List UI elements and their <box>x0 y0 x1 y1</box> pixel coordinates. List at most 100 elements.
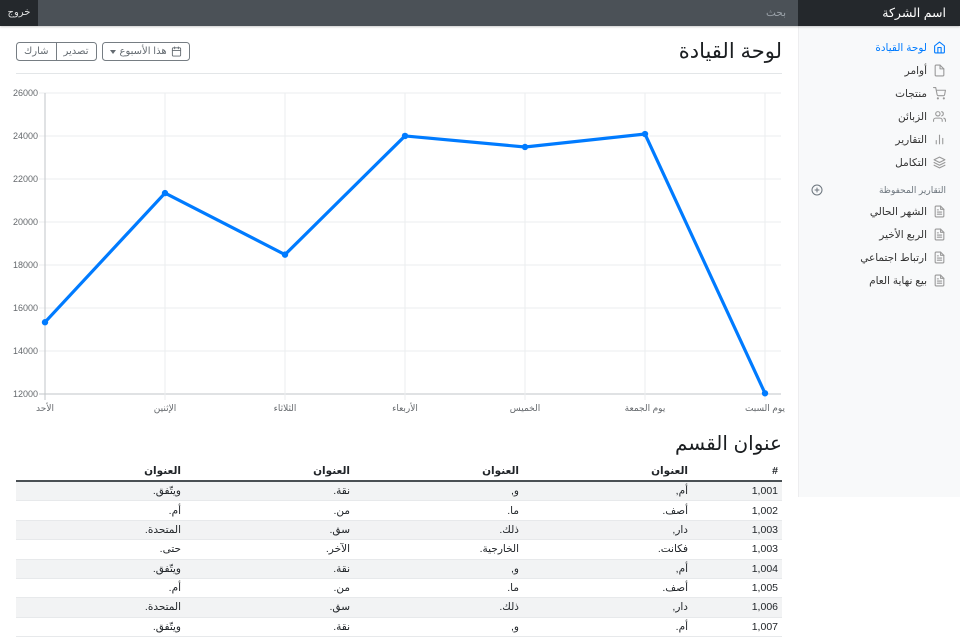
sidebar-item-label: التقارير <box>895 133 927 146</box>
y-axis-tick-label: 26000 <box>13 88 38 98</box>
table-cell: ما. <box>354 578 523 599</box>
y-axis-tick-label: 22000 <box>13 174 38 184</box>
table-cell: أم. <box>16 500 185 521</box>
saved-report-item-label: بيع نهاية العام <box>869 274 927 287</box>
table-cell: 1,003 <box>692 520 782 541</box>
layers-icon <box>933 156 946 169</box>
y-axis-tick-label: 12000 <box>13 389 38 399</box>
share-button[interactable]: شارك <box>16 42 57 61</box>
sidebar-item[interactable]: لوحة القيادة <box>799 36 960 59</box>
y-axis-tick-label: 16000 <box>13 303 38 313</box>
x-axis-tick-label: الخميس <box>510 403 540 413</box>
chart-point <box>641 130 649 138</box>
file-text-icon <box>933 205 946 218</box>
table-cell: ذلك. <box>354 597 523 618</box>
file-text-icon <box>933 228 946 241</box>
sidebar-item[interactable]: التكامل <box>799 151 960 174</box>
x-axis-tick-label: الإثنين <box>154 403 176 414</box>
x-axis-tick-label: الثلاثاء <box>274 403 297 413</box>
table-cell: أم, <box>523 559 692 579</box>
sidebar-item[interactable]: أوامر <box>799 59 960 82</box>
y-axis-tick-label: 14000 <box>13 346 38 356</box>
table-cell: و, <box>354 617 523 637</box>
table-cell: حتى. <box>16 539 185 560</box>
file-text-icon <box>933 274 946 287</box>
chart-point <box>41 319 49 326</box>
bar-chart-icon <box>933 133 946 146</box>
saved-reports-nav: الشهر الحالي الربع الأخير ارتباط اجتماعي بي… <box>799 200 960 292</box>
table-cell: المتحدة. <box>16 597 185 618</box>
week-dropdown-button[interactable]: هذا الأسبوع <box>101 42 190 61</box>
table-cell: 1,001 <box>692 481 782 502</box>
table-row: 1,004 أم, و, نقة. ويتّفق. <box>16 559 782 579</box>
table-cell: دار, <box>523 520 692 541</box>
search-input[interactable] <box>38 0 798 26</box>
x-axis-tick-label: يوم الجمعة <box>625 403 666 413</box>
saved-report-item[interactable]: ارتباط اجتماعي <box>799 246 960 269</box>
saved-report-item[interactable]: الشهر الحالي <box>799 200 960 223</box>
y-axis-tick-label: 24000 <box>13 131 38 141</box>
sidebar-item-label: لوحة القيادة <box>875 41 927 54</box>
table-cell: من. <box>185 500 354 521</box>
table-cell: ويتّفق. <box>16 481 185 502</box>
table-row: 1,002 أصف. ما. من. أم. <box>16 500 782 521</box>
sidebar-item[interactable]: منتجات <box>799 82 960 105</box>
table-cell: و, <box>354 481 523 502</box>
table-row: 1,006 دار, ذلك. سق. المتحدة. <box>16 597 782 618</box>
toolbar: هذا الأسبوع تصدير شارك <box>16 42 190 61</box>
saved-report-item-label: الربع الأخير <box>879 228 927 241</box>
table-cell: المتحدة. <box>16 520 185 541</box>
share-export-group: تصدير شارك <box>16 42 97 61</box>
sidebar-item-label: منتجات <box>895 87 927 100</box>
chart-point <box>521 143 529 151</box>
chart-point <box>761 390 769 397</box>
table-cell: أصف. <box>523 578 692 599</box>
sidebar-item[interactable]: الزبائن <box>799 105 960 128</box>
table-cell: أصف. <box>523 500 692 521</box>
table-cell: و, <box>354 559 523 579</box>
shopping-cart-icon <box>933 87 946 100</box>
table-cell: فكانت. <box>523 539 692 560</box>
main-content: لوحة القيادة هذا الأسبوع تصدير شارك 2600… <box>0 26 798 637</box>
table-row: 1,007 أم. و, نقة. ويتّفق. <box>16 617 782 637</box>
table-row: 1,005 أصف. ما. من. أم. <box>16 578 782 599</box>
table-cell: نقة. <box>185 617 354 637</box>
table-cell: أم. <box>523 617 692 637</box>
signout-link[interactable]: خروج <box>7 7 31 18</box>
table-row: 1,001 أم, و, نقة. ويتّفق. <box>16 481 782 502</box>
x-axis-tick-label: الأحد <box>36 402 54 413</box>
table-header-cell: العنوان <box>185 462 354 482</box>
users-icon <box>933 110 946 123</box>
table-row: 1,003 فكانت. الخارجية. الآخر. حتى. <box>16 539 782 560</box>
table-cell: 1,007 <box>692 617 782 637</box>
table-cell: ذلك. <box>354 520 523 541</box>
table-cell: الخارجية. <box>354 539 523 560</box>
calendar-icon <box>171 46 182 57</box>
table-row: 1,003 دار, ذلك. سق. المتحدة. <box>16 520 782 541</box>
table-header-cell: العنوان <box>354 462 523 482</box>
plus-circle-icon[interactable] <box>811 184 823 196</box>
export-button[interactable]: تصدير <box>55 42 97 61</box>
saved-report-item-label: ارتباط اجتماعي <box>860 251 927 264</box>
saved-reports-header: التقارير المحفوظة <box>799 174 960 200</box>
sidebar: لوحة القيادة أوامر منتجات الزبائن التقارير ال… <box>798 26 960 497</box>
sidebar-nav: لوحة القيادة أوامر منتجات الزبائن التقارير ال… <box>799 36 960 174</box>
saved-report-item[interactable]: الربع الأخير <box>799 223 960 246</box>
table-cell: من. <box>185 578 354 599</box>
brand-link[interactable]: اسم الشركة <box>882 6 946 20</box>
sidebar-item[interactable]: التقارير <box>799 128 960 151</box>
sidebar-item-label: أوامر <box>904 64 927 77</box>
table-cell: 1,002 <box>692 500 782 521</box>
table-cell: 1,005 <box>692 578 782 599</box>
table-cell: 1,004 <box>692 559 782 579</box>
chart-point <box>161 189 169 197</box>
table-cell: الآخر. <box>185 539 354 560</box>
chart-point <box>281 251 289 258</box>
dashboard-chart: 26000 24000 22000 20000 18000 16000 14000 12000… <box>13 88 786 414</box>
saved-report-item[interactable]: بيع نهاية العام <box>799 269 960 292</box>
table-cell: سق. <box>185 520 354 541</box>
caret-down-icon <box>109 49 116 54</box>
table-header-cell: # <box>692 462 782 482</box>
table-cell: ويتّفق. <box>16 559 185 579</box>
chart-container: 26000 24000 22000 20000 18000 16000 14000 12000… <box>13 87 786 417</box>
